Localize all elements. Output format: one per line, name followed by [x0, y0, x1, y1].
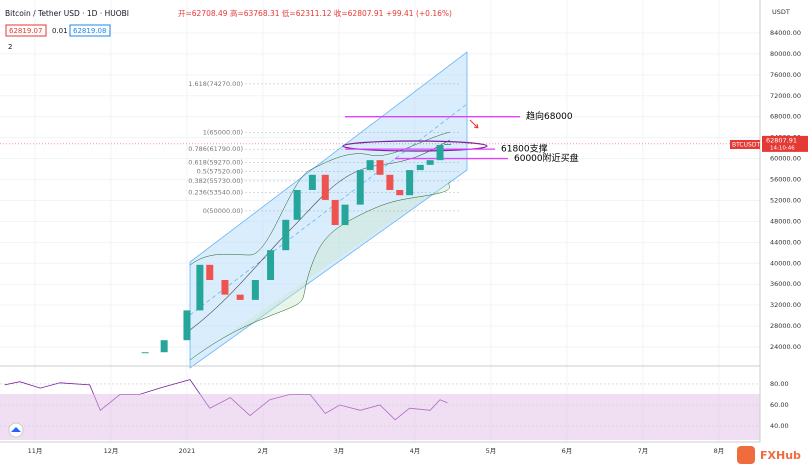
candle: [416, 164, 424, 171]
annotation: 61800支撑: [501, 143, 548, 155]
bid[interactable]: 62819.07: [9, 27, 42, 35]
y-tick-label: 40.00: [770, 422, 789, 430]
x-tick-label: 5月: [486, 447, 497, 455]
x-tick-label: 12月: [104, 447, 119, 455]
support-ellipse: [342, 140, 488, 152]
y-tick-label: 48000.00: [770, 217, 801, 225]
candle: [396, 189, 404, 196]
candle: [366, 160, 374, 171]
x-tick-label: 4月: [410, 447, 421, 455]
annotation: 趋向68000: [526, 110, 573, 122]
y-tick-label: 76000.00: [770, 71, 801, 79]
y-tick-label: 68000.00: [770, 113, 801, 121]
candle: [436, 144, 444, 161]
candle: [196, 264, 204, 311]
x-tick-label: 11月: [28, 447, 43, 455]
candle: [331, 199, 339, 226]
candle: [426, 160, 434, 165]
ticker: BTCUSDT: [732, 142, 760, 149]
x-tick-label: 2021: [179, 447, 196, 455]
fib-label: 1.618(74270.00): [188, 80, 243, 88]
trend-arrow: [469, 119, 479, 129]
moving-average: [189, 139, 451, 331]
spread: 0.01: [52, 27, 68, 35]
y-tick-label: 60000.00: [770, 155, 801, 163]
candle: [321, 174, 329, 200]
symbol: Bitcoin / Tether USD · 1D · HUOBI: [5, 9, 129, 18]
x-tick-label: 8月: [714, 447, 725, 455]
ticker-badge: [730, 140, 760, 149]
candle: [267, 250, 275, 281]
fib-label: 0.236(53540.00): [188, 188, 243, 196]
y-tick-label: 36000.00: [770, 280, 801, 288]
candle: [221, 280, 229, 295]
y-tick-label: 24000.00: [770, 343, 801, 351]
x-tick-label: 3月: [334, 447, 345, 455]
y-tick-label: 80000.00: [770, 50, 801, 58]
y-tick-label: 60.00: [770, 401, 789, 409]
y-tick-label: 56000.00: [770, 176, 801, 184]
y-tick-label: 72000.00: [770, 92, 801, 100]
countdown: 14:10:46: [770, 145, 795, 151]
fib-label: 1(65000.00): [203, 128, 243, 136]
channel-midline: [189, 103, 468, 316]
y-tick-label: 84000.00: [770, 29, 801, 37]
y-tick-label: 52000.00: [770, 196, 801, 204]
x-tick-label: 6月: [562, 447, 573, 455]
axis-unit: USDT: [772, 8, 790, 16]
y-tick-label: 28000.00: [770, 322, 801, 330]
x-tick-label: 2月: [258, 447, 269, 455]
y-tick-label: 32000.00: [770, 301, 801, 309]
ohlc: 开=62708.49 高=63768.31 低=62311.12 收=62807…: [178, 8, 452, 18]
y-tick-label: 40000.00: [770, 259, 801, 267]
logo-icon: [11, 427, 21, 432]
last-price-badge: [762, 135, 808, 152]
plot: 1.618(74270.00) 1(65000.00) 0.786(61790.00…: [0, 80, 760, 421]
watermark-icon: [737, 446, 755, 464]
candle: [206, 264, 214, 281]
candle: [160, 340, 168, 353]
rsi-band: [0, 394, 760, 440]
candle: [444, 143, 452, 145]
candle: [386, 174, 394, 190]
ask-box[interactable]: [69, 24, 111, 37]
x-tick-label: 7月: [638, 447, 649, 455]
candle: [308, 174, 316, 190]
candle: [282, 219, 290, 251]
y-tick-label: 80.00: [770, 380, 789, 388]
candle: [341, 204, 349, 226]
bollinger-lower: [189, 181, 451, 361]
ask[interactable]: 62819.08: [73, 27, 106, 35]
bid-box[interactable]: [5, 24, 47, 37]
candle: [406, 170, 414, 196]
candle: [236, 294, 244, 300]
candle: [183, 310, 191, 341]
y-tick-label: 44000.00: [770, 238, 801, 246]
last-price: 62807.91: [766, 136, 797, 144]
watermark: FXHub: [760, 449, 801, 462]
fib-label: 0.382(55730.00): [188, 177, 243, 185]
bollinger-upper: [189, 131, 451, 266]
indicator-count[interactable]: 2: [8, 43, 12, 51]
fib-label: 0.5(57520.00): [197, 168, 243, 176]
candle: [251, 280, 259, 300]
annotation: 60000附近买盘: [514, 152, 579, 164]
candle: [356, 170, 364, 205]
fib-label: 0(50000.00): [203, 207, 243, 215]
candle: [376, 160, 384, 175]
candle: [141, 352, 149, 354]
fib-label: 0.786(61790.00): [188, 145, 243, 153]
fib-label: 0.618(59270.00): [188, 158, 243, 166]
candle: [293, 189, 301, 220]
price-axis: [760, 0, 809, 471]
